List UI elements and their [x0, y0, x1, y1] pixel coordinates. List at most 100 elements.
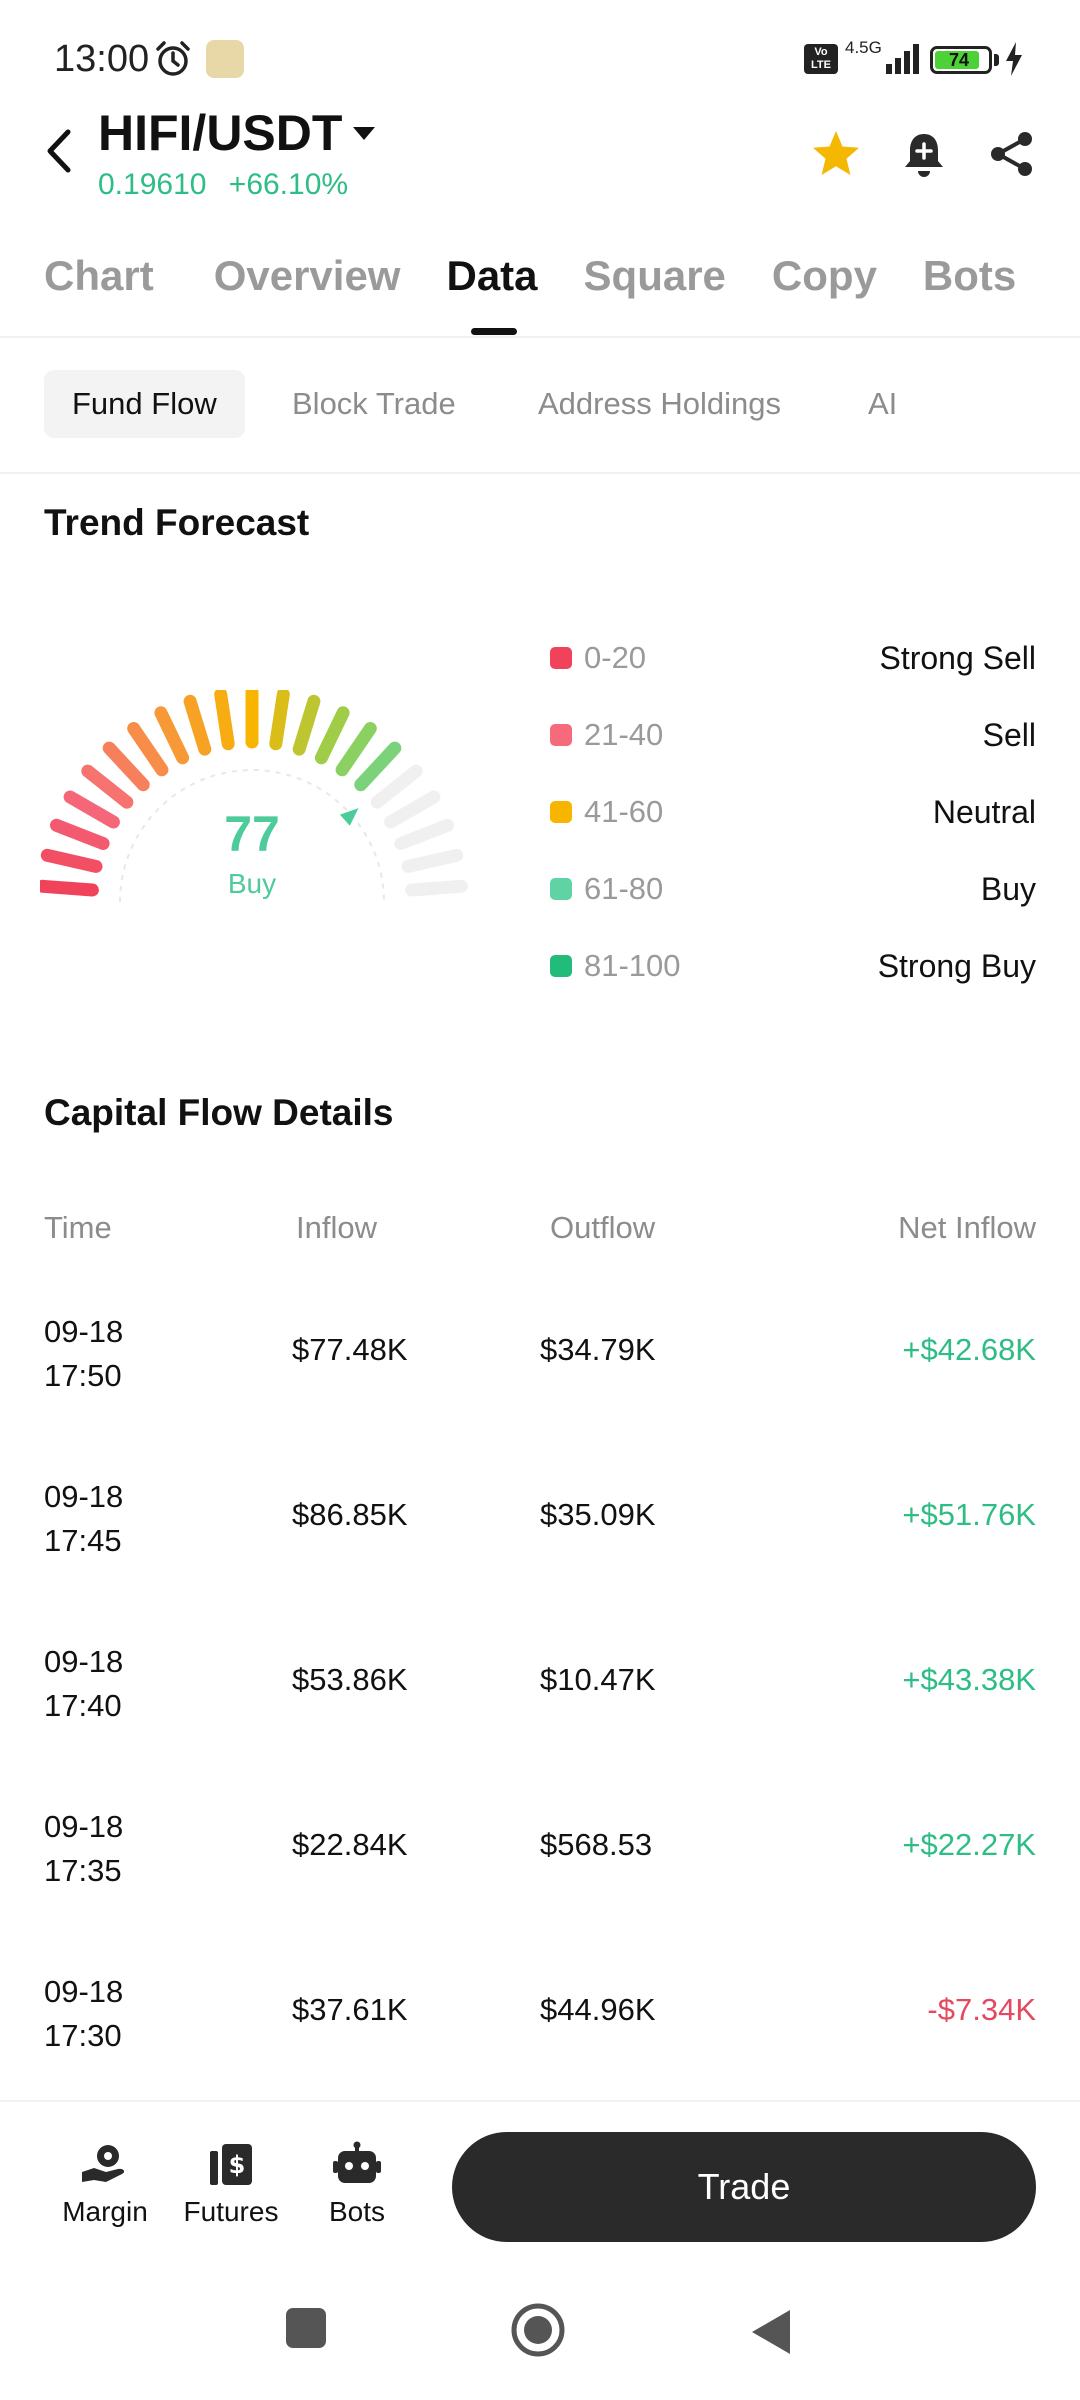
- share-icon: [991, 132, 1032, 176]
- row-inflow: $53.86K: [292, 1662, 408, 1697]
- row-outflow: $35.09K: [540, 1497, 656, 1532]
- gauge-segment: [401, 848, 464, 873]
- legend-swatch: [550, 878, 572, 900]
- legend-name: Buy: [980, 871, 1036, 907]
- row-outflow: $44.96K: [540, 1992, 656, 2027]
- gauge-segment: [40, 879, 99, 897]
- tab-chart[interactable]: Chart: [44, 252, 154, 299]
- row-outflow: $568.53: [540, 1827, 653, 1862]
- legend-range: 81-100: [584, 948, 681, 983]
- margin-label: Margin: [62, 2196, 148, 2227]
- price-line: 0.19610 +66.10%: [98, 168, 348, 202]
- favorite-button[interactable]: [808, 126, 864, 182]
- active-tab-indicator: [471, 328, 517, 335]
- futures-icon: $: [210, 2144, 252, 2185]
- column-header-outflow: Outflow: [550, 1210, 656, 1245]
- margin-icon: [82, 2145, 125, 2182]
- column-header-inflow: Inflow: [296, 1210, 377, 1245]
- tab-data[interactable]: Data: [446, 252, 538, 299]
- subtab-fund-flow[interactable]: Fund Flow: [44, 370, 245, 438]
- legend-range: 41-60: [584, 794, 664, 829]
- row-net-inflow: +$43.38K: [902, 1662, 1036, 1697]
- signal-icon: [886, 44, 919, 74]
- legend-item-neutral: 41-60 Neutral: [550, 790, 1036, 834]
- bots-button[interactable]: Bots: [292, 2138, 422, 2228]
- svg-text:$: $: [229, 2151, 246, 2179]
- row-clock: 17:30: [44, 2018, 122, 2053]
- gauge-segment: [269, 690, 290, 751]
- legend-range: 0-20: [584, 640, 647, 675]
- gauge-segment: [50, 818, 110, 850]
- legend-swatch: [550, 647, 572, 669]
- subtab-block-trade[interactable]: Block Trade: [292, 386, 456, 421]
- battery-level: 74: [948, 50, 970, 70]
- margin-button[interactable]: Margin: [40, 2138, 170, 2228]
- row-clock: 17:45: [44, 1523, 122, 1558]
- subtab-address-holdings[interactable]: Address Holdings: [538, 386, 781, 421]
- legend-name: Strong Sell: [879, 640, 1036, 676]
- gauge-segment: [214, 690, 235, 751]
- app-notification-icon: [206, 40, 244, 78]
- column-header-net-inflow: Net Inflow: [898, 1210, 1036, 1245]
- gauge-segment: [384, 790, 441, 829]
- capital-flow-title: Capital Flow Details: [44, 1092, 394, 1133]
- home-button[interactable]: [510, 2302, 566, 2358]
- gauge-value: 77: [224, 806, 280, 862]
- trade-button[interactable]: Trade: [452, 2132, 1036, 2242]
- table-row: 09-18 17:40 $53.86K $10.47K +$43.38K: [0, 1640, 1080, 1750]
- charging-icon: [1006, 42, 1022, 76]
- row-net-inflow: +$42.68K: [902, 1332, 1036, 1367]
- subtab-ai[interactable]: AI: [868, 386, 898, 421]
- status-time: 13:00: [54, 38, 150, 80]
- row-date: 09-18: [44, 1974, 124, 2009]
- tab-copy[interactable]: Copy: [771, 252, 877, 299]
- row-outflow: $10.47K: [540, 1662, 656, 1697]
- tab-bots[interactable]: Bots: [922, 252, 1017, 299]
- back-nav-button[interactable]: [750, 2308, 792, 2356]
- gauge-segment: [183, 694, 212, 756]
- recent-apps-button[interactable]: [284, 2306, 328, 2350]
- caret-down-icon[interactable]: [352, 126, 376, 142]
- tab-square[interactable]: Square: [583, 252, 726, 299]
- bots-label: Bots: [328, 2196, 386, 2227]
- row-inflow: $22.84K: [292, 1827, 408, 1862]
- pair-title[interactable]: HIFI/USDT: [98, 105, 343, 161]
- gauge-segment: [102, 741, 150, 792]
- price-alert-button[interactable]: [896, 126, 952, 182]
- gauge-segment: [154, 706, 190, 765]
- row-inflow: $37.61K: [292, 1992, 408, 2027]
- row-clock: 17:40: [44, 1688, 122, 1723]
- back-icon[interactable]: [40, 126, 80, 176]
- alarm-icon: [156, 41, 190, 76]
- futures-button[interactable]: $ Futures: [166, 2138, 296, 2228]
- trend-forecast-title: Trend Forecast: [44, 502, 310, 543]
- row-date: 09-18: [44, 1479, 124, 1514]
- volte-icon: Vo LTE: [804, 44, 838, 74]
- legend-swatch: [550, 955, 572, 977]
- legend-item-strong-sell: 0-20 Strong Sell: [550, 636, 1036, 680]
- divider: [0, 472, 1080, 474]
- table-row: 09-18 17:45 $86.85K $35.09K +$51.76K: [0, 1475, 1080, 1585]
- legend-swatch: [550, 724, 572, 746]
- legend-range: 21-40: [584, 717, 664, 752]
- legend-swatch: [550, 801, 572, 823]
- tab-overview[interactable]: Overview: [213, 252, 401, 299]
- row-outflow: $34.79K: [540, 1332, 656, 1367]
- share-button[interactable]: [984, 126, 1040, 182]
- table-row: 09-18 17:50 $77.48K $34.79K +$42.68K: [0, 1310, 1080, 1420]
- gauge-segment: [81, 764, 134, 809]
- futures-label: Futures: [183, 2196, 279, 2227]
- star-icon: [813, 131, 859, 175]
- gauge-segment: [63, 790, 120, 829]
- legend-name: Sell: [982, 717, 1036, 753]
- row-net-inflow: -$7.34K: [927, 1992, 1036, 2027]
- gauge-segment: [292, 694, 321, 756]
- gauge-label: Buy: [227, 868, 277, 899]
- row-date: 09-18: [44, 1314, 124, 1349]
- robot-icon: [333, 2141, 381, 2183]
- legend-item-strong-buy: 81-100 Strong Buy: [550, 944, 1036, 988]
- row-net-inflow: +$22.27K: [902, 1827, 1036, 1862]
- gauge-segment: [314, 706, 350, 765]
- row-inflow: $77.48K: [292, 1332, 408, 1367]
- row-inflow: $86.85K: [292, 1497, 408, 1532]
